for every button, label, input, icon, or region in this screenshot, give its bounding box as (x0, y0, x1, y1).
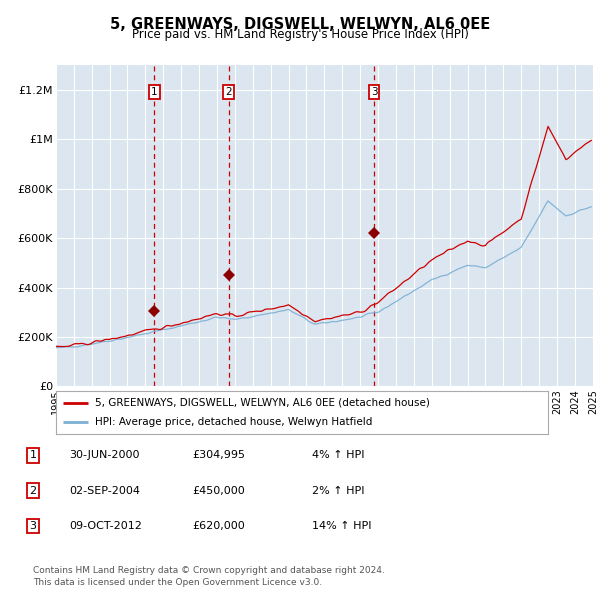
Text: 3: 3 (29, 521, 37, 531)
Text: Contains HM Land Registry data © Crown copyright and database right 2024.
This d: Contains HM Land Registry data © Crown c… (33, 566, 385, 587)
Text: 1: 1 (29, 450, 37, 460)
Text: 1: 1 (151, 87, 158, 97)
Text: 4% ↑ HPI: 4% ↑ HPI (312, 450, 365, 460)
Text: £304,995: £304,995 (192, 450, 245, 460)
Text: HPI: Average price, detached house, Welwyn Hatfield: HPI: Average price, detached house, Welw… (95, 417, 373, 427)
Text: Price paid vs. HM Land Registry's House Price Index (HPI): Price paid vs. HM Land Registry's House … (131, 28, 469, 41)
Text: £620,000: £620,000 (192, 521, 245, 531)
Text: 2% ↑ HPI: 2% ↑ HPI (312, 486, 365, 496)
Text: 30-JUN-2000: 30-JUN-2000 (69, 450, 139, 460)
Text: 2: 2 (29, 486, 37, 496)
Text: 2: 2 (226, 87, 232, 97)
Text: 5, GREENWAYS, DIGSWELL, WELWYN, AL6 0EE: 5, GREENWAYS, DIGSWELL, WELWYN, AL6 0EE (110, 17, 490, 31)
Text: 5, GREENWAYS, DIGSWELL, WELWYN, AL6 0EE (detached house): 5, GREENWAYS, DIGSWELL, WELWYN, AL6 0EE … (95, 398, 430, 408)
Text: 3: 3 (371, 87, 377, 97)
Text: 02-SEP-2004: 02-SEP-2004 (69, 486, 140, 496)
Text: £450,000: £450,000 (192, 486, 245, 496)
Text: 14% ↑ HPI: 14% ↑ HPI (312, 521, 371, 531)
Text: 09-OCT-2012: 09-OCT-2012 (69, 521, 142, 531)
